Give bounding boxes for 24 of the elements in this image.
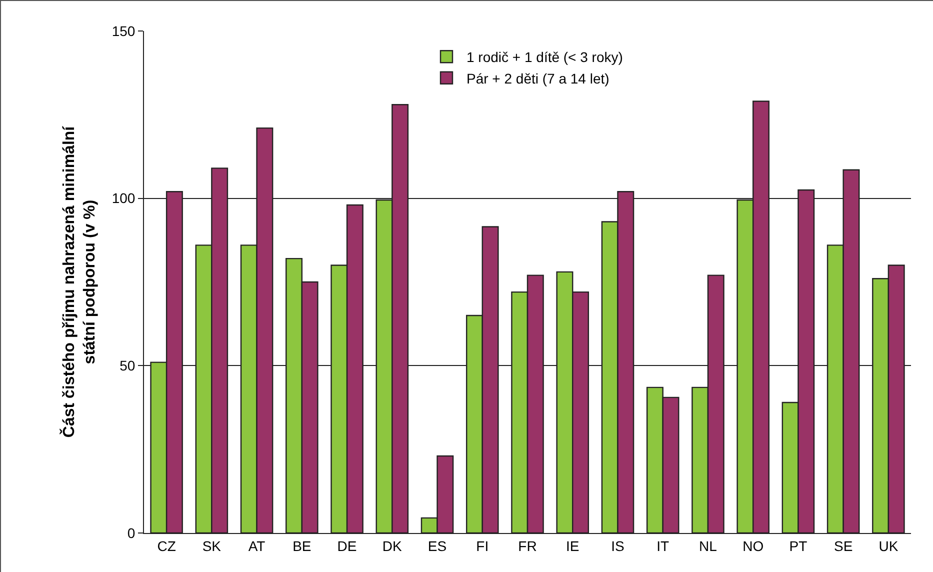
y-tick-label: 100 <box>112 190 136 206</box>
legend-label: Pár + 2 děti (7 a 14 let) <box>466 70 610 86</box>
x-tick-label: ES <box>428 538 447 554</box>
x-tick-label: CZ <box>157 538 176 554</box>
x-tick-label: FI <box>476 538 489 554</box>
x-tick-label: SK <box>202 538 222 554</box>
x-tick-label: IT <box>656 538 670 554</box>
y-axis-title: Část čistého příjmu nahrazená minimální státní podporou (v %) <box>58 126 99 438</box>
x-tick-label: DK <box>382 538 403 554</box>
x-tick-label: SE <box>834 538 853 554</box>
y-tick-label: 150 <box>112 22 136 39</box>
x-tick-label: PT <box>789 538 808 554</box>
x-tick-label: DE <box>337 538 357 554</box>
x-tick-label: FR <box>518 538 537 554</box>
x-tick-label: NL <box>699 538 718 554</box>
legend-label: 1 rodič + 1 dítě (< 3 roky) <box>466 49 623 66</box>
x-tick-label: IE <box>566 538 580 554</box>
x-tick-label: AT <box>248 538 266 554</box>
x-tick-label: NO <box>742 538 764 554</box>
x-tick-label: BE <box>292 538 312 554</box>
x-tick-label: UK <box>878 538 899 554</box>
x-tick-label: IS <box>611 538 624 554</box>
y-tick-label: 50 <box>120 358 136 374</box>
y-tick-label: 0 <box>127 524 136 541</box>
